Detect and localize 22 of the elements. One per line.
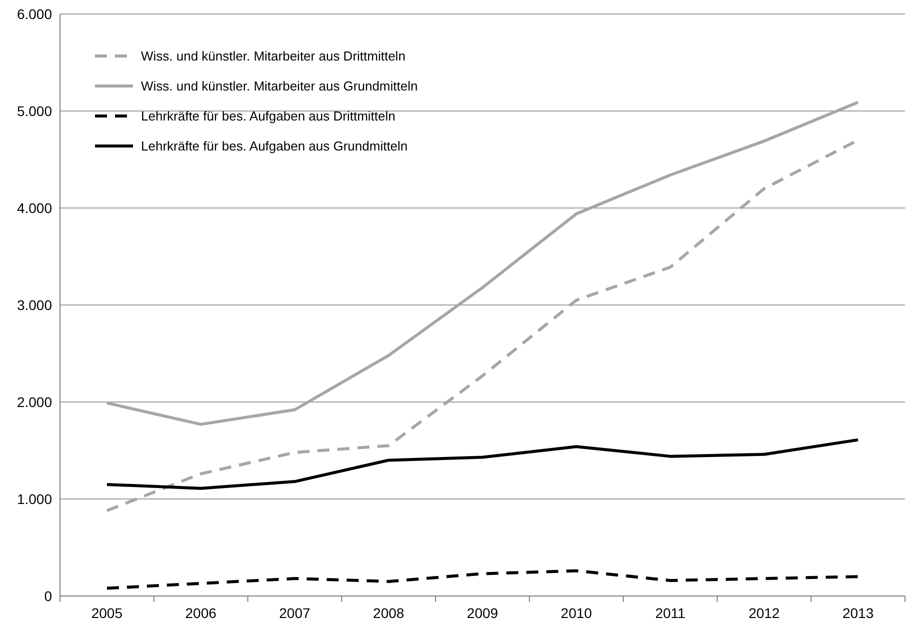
x-tick-label: 2010	[560, 605, 592, 621]
x-tick-label: 2013	[842, 605, 874, 621]
x-tick-label: 2005	[91, 605, 123, 621]
y-tick-label: 3.000	[16, 296, 52, 313]
x-tick-label: 2011	[655, 605, 686, 621]
y-tick-label: 1.000	[16, 490, 52, 507]
y-tick-label: 4.000	[16, 200, 52, 216]
line-series	[105, 438, 860, 490]
legend-label: Wiss. und künstler. Mitarbeiter aus Drittmitteln	[141, 48, 406, 64]
line-series	[105, 569, 860, 590]
x-tick-label: 2008	[373, 605, 404, 621]
x-tick-label: 2012	[748, 605, 780, 621]
y-tick-label: 2.000	[16, 394, 52, 410]
y-tick-label: 0	[44, 588, 52, 604]
legend-label: Wiss. und künstler. Mitarbeiter aus Grundmitteln	[141, 78, 418, 94]
legend-label: Lehrkräfte für bes. Aufgaben aus Drittmitteln	[141, 108, 396, 124]
x-tick-label: 2007	[279, 605, 311, 621]
x-tick-label: 2006	[185, 605, 217, 621]
legend-label: Lehrkräfte für bes. Aufgaben aus Grundmitteln	[141, 138, 408, 154]
y-tick-label: 5.000	[16, 102, 52, 119]
y-tick-label: 6.000	[16, 6, 52, 22]
x-tick-label: 2009	[466, 605, 498, 621]
